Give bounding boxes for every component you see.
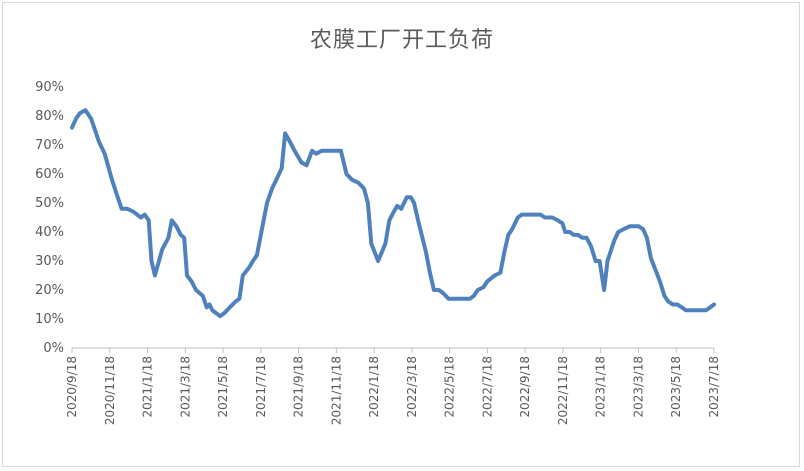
y-tick-label: 60% <box>35 167 64 182</box>
series-line <box>70 108 716 319</box>
y-tick-label: 40% <box>35 225 64 240</box>
x-tick-label: 2021/11/18 <box>329 356 343 425</box>
plot-area <box>70 108 716 319</box>
x-tick-label: 2023/5/18 <box>669 356 683 418</box>
x-tick-label: 2021/7/18 <box>254 356 268 418</box>
x-tick-label: 2022/7/18 <box>480 356 494 418</box>
x-tick-label: 2022/1/18 <box>367 356 381 418</box>
x-tick-label: 2022/9/18 <box>518 356 532 418</box>
x-axis: 2020/9/18 2020/11/18 2021/1/18 2021/3/18 202… <box>65 347 721 425</box>
x-tick-label: 2020/11/18 <box>103 356 117 425</box>
x-tick-label: 2022/5/18 <box>443 356 457 418</box>
x-tick-label: 2021/5/18 <box>216 356 230 418</box>
y-tick-label: 10% <box>35 312 64 327</box>
y-tick-label: 20% <box>35 283 64 298</box>
y-tick-label: 70% <box>35 138 64 153</box>
x-tick-label: 2023/7/18 <box>707 356 721 418</box>
chart-frame <box>2 2 800 467</box>
x-tick-label: 2023/1/18 <box>594 356 608 418</box>
x-tick-label: 2023/3/18 <box>631 356 645 418</box>
x-tick-label: 2021/1/18 <box>141 356 155 418</box>
y-axis: 0% 10% 20% 30% 40% 50% 60% 70% 80% 90% <box>35 80 64 356</box>
y-tick-label: 0% <box>43 341 64 356</box>
x-tick-label: 2021/3/18 <box>178 356 192 418</box>
x-tick-label: 2020/9/18 <box>65 356 79 418</box>
x-tick-label: 2022/11/18 <box>556 356 570 425</box>
chart-title: 农膜工厂开工负荷 <box>309 28 494 53</box>
y-tick-label: 50% <box>35 196 64 211</box>
y-tick-label: 90% <box>35 80 64 95</box>
x-tick-label: 2022/3/18 <box>405 356 419 418</box>
y-tick-label: 30% <box>35 254 64 269</box>
x-tick-label: 2021/9/18 <box>292 356 306 418</box>
y-tick-label: 80% <box>35 109 64 124</box>
